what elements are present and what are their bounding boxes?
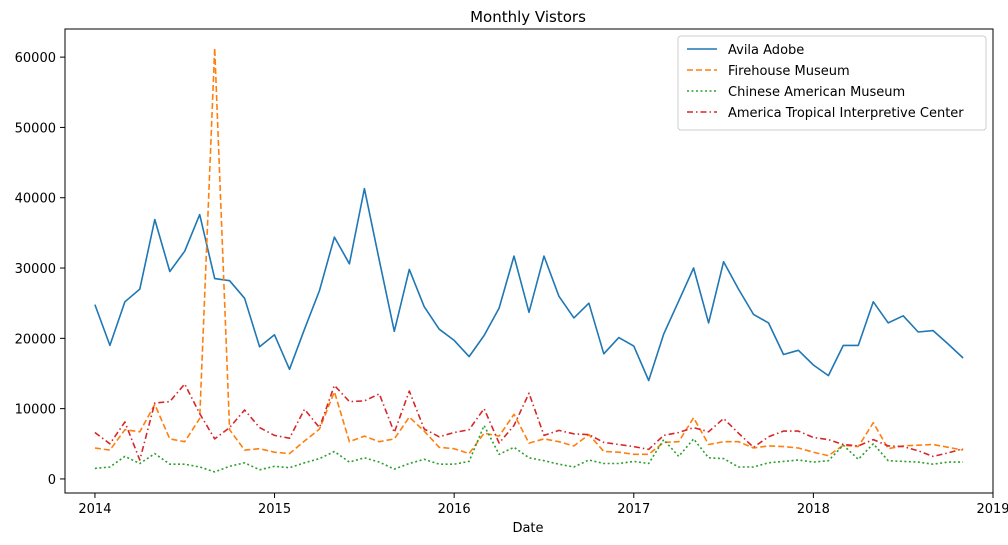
x-tick-label: 2018 (797, 502, 830, 517)
series-lines (94, 47, 964, 473)
plot-frame (64, 28, 994, 494)
legend: Avila Adobe Firehouse Museum Chinese Ameri… (677, 35, 987, 131)
legend-label: Chinese American Museum (728, 85, 905, 100)
y-tick-label: 0 (48, 473, 56, 488)
series-line-0 (94, 187, 964, 382)
series-line-1 (94, 47, 964, 457)
legend-box (677, 35, 987, 131)
chart-title: Monthly Vistors (470, 8, 586, 26)
y-tick-label: 50000 (15, 121, 56, 136)
x-tick-label: 2014 (78, 502, 111, 517)
y-tick-label: 30000 (15, 262, 56, 277)
y-tick-label: 20000 (15, 332, 56, 347)
y-tick-label: 60000 (15, 51, 56, 66)
x-tick-label: 2017 (617, 502, 650, 517)
x-axis: 2014 2015 2016 2017 2018 2019 (78, 493, 1008, 517)
series-line-2 (94, 424, 964, 473)
x-tick-label: 2015 (258, 502, 291, 517)
legend-label: Firehouse Museum (728, 64, 850, 79)
x-axis-title: Date (512, 521, 543, 536)
series-line-3 (94, 383, 964, 461)
legend-label: Avila Adobe (728, 43, 804, 58)
x-tick-label: 2016 (438, 502, 471, 517)
legend-label: America Tropical Interpretive Center (728, 106, 964, 121)
x-tick-label: 2019 (976, 502, 1008, 517)
y-axis: 0 10000 20000 30000 40000 50000 60000 (15, 51, 65, 488)
y-tick-label: 40000 (15, 192, 56, 207)
y-tick-label: 10000 (15, 403, 56, 418)
